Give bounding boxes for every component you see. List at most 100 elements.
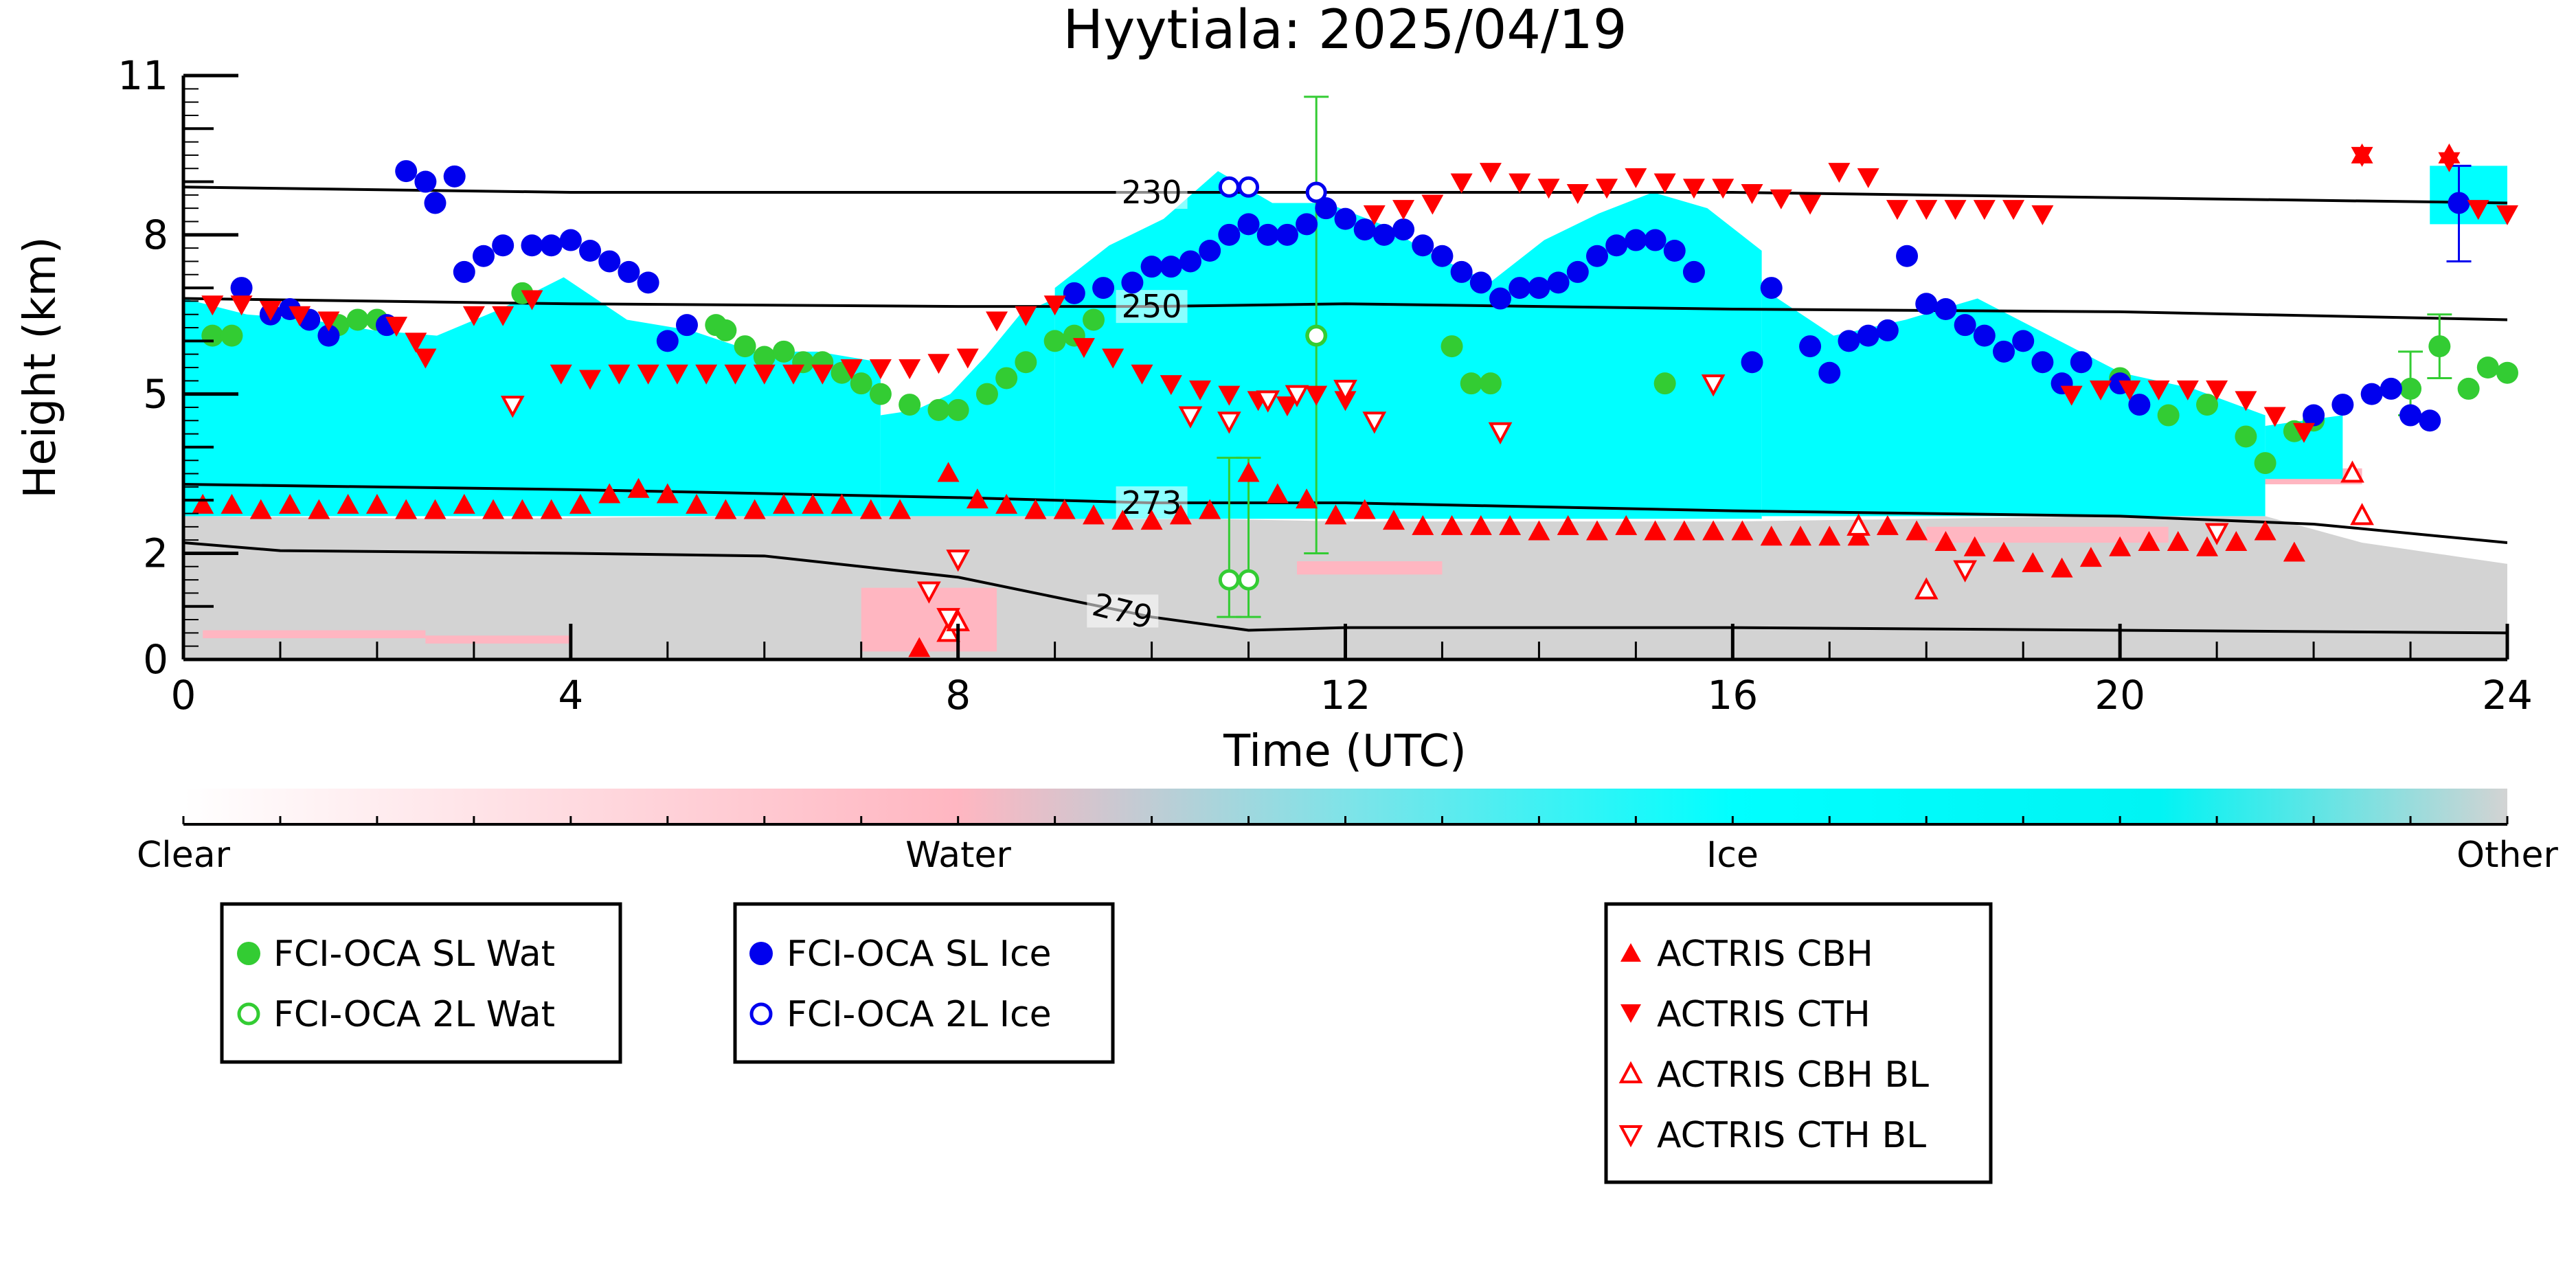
legend-ice: FCI-OCA SL Ice FCI-OCA 2L Ice	[733, 902, 1115, 1064]
data-point-fci-oca-sl-ice	[2070, 351, 2092, 374]
data-point-fci-oca-sl-ice	[1063, 282, 1085, 304]
data-point-actris-cbh	[1731, 520, 1754, 541]
data-point-actris-cth-bl	[1953, 560, 1977, 583]
data-point-actris-cth	[695, 364, 718, 385]
y-tick-label: 5	[143, 371, 168, 418]
data-point-fci-oca-sl-ice	[2380, 377, 2402, 400]
data-point-actris-cbh	[937, 462, 960, 482]
data-point-actris-cth	[2176, 380, 2199, 400]
data-point-actris-cbh	[2254, 520, 2276, 541]
data-point-actris-cbh	[1353, 499, 1376, 519]
data-point-fci-oca-sl-wat	[899, 394, 921, 416]
data-point-actris-cbh-bl	[1846, 513, 1871, 536]
data-point-fci-oca-sl-ice	[1585, 245, 1608, 267]
data-point-actris-cbh	[1499, 515, 1522, 535]
data-point-actris-cbh	[1906, 520, 1928, 541]
data-point-actris-cth-bl	[1285, 385, 1309, 407]
data-point-actris-cbh	[365, 493, 388, 514]
data-point-fci-oca-sl-ice	[2128, 394, 2151, 416]
x-tick-label: 24	[2482, 672, 2533, 719]
data-point-actris-cbh	[656, 483, 679, 504]
legend-marker-sl-ice	[749, 942, 773, 965]
data-point-actris-cth	[201, 295, 224, 316]
water-layer	[1297, 561, 1443, 575]
data-point-actris-cth	[1828, 163, 1851, 183]
data-point-actris-cth	[579, 370, 602, 390]
series-actris-cbh	[192, 143, 2461, 657]
data-point-fci-oca-sl-ice	[1296, 213, 1318, 236]
y-tick-label: 0	[143, 636, 168, 683]
data-point-fci-oca-sl-ice	[1412, 234, 1434, 257]
data-point-fci-oca-sl-ice	[1256, 223, 1279, 246]
data-point-actris-cth-bl	[1488, 422, 1513, 444]
data-point-fci-oca-sl-ice	[1818, 361, 1841, 384]
data-point-actris-cbh	[279, 493, 302, 514]
legend-marker-cth	[1620, 1004, 1641, 1023]
data-point-fci-oca-sl-ice	[1315, 197, 1337, 220]
data-point-actris-cth	[1043, 295, 1066, 316]
isotherm-line	[183, 185, 2507, 205]
data-point-actris-cth-bl	[1701, 374, 1726, 397]
series-actris-cth	[201, 146, 2518, 443]
data-point-actris-cth	[753, 364, 776, 385]
data-point-fci-oca-sl-ice	[1092, 277, 1115, 300]
data-point-actris-cbh	[1266, 483, 1289, 504]
data-point-fci-oca-sl-ice	[1915, 293, 1938, 315]
data-point-fci-oca-sl-ice	[1896, 245, 1919, 267]
data-point-actris-cth-bl	[1217, 411, 1241, 434]
data-point-actris-cth	[1596, 179, 1618, 199]
data-point-actris-cth	[2496, 205, 2518, 225]
data-point-fci-oca-sl-wat	[1440, 335, 1463, 358]
data-point-actris-cth	[259, 301, 282, 321]
data-point-fci-oca-sl-ice	[2419, 409, 2441, 432]
data-point-fci-oca-sl-ice	[1625, 229, 1647, 251]
data-point-fci-oca-sl-ice	[1799, 335, 1822, 358]
data-point-fci-oca-sl-ice	[1663, 240, 1686, 262]
data-point-actris-cth	[1682, 179, 1705, 199]
legend-marker-sl-wat	[237, 942, 260, 965]
data-point-actris-cbh	[192, 493, 214, 514]
data-point-fci-oca-sl-ice	[559, 229, 582, 251]
data-point-fci-oca-sl-ice	[1179, 250, 1201, 273]
data-point-actris-cth	[385, 317, 408, 337]
data-point-actris-cbh	[2196, 536, 2219, 556]
data-point-fci-oca-sl-wat	[772, 340, 795, 363]
data-point-actris-cbh	[2050, 557, 2073, 578]
data-point-actris-cbh	[1440, 515, 1463, 535]
data-point-actris-cth	[230, 295, 253, 316]
data-point-fci-oca-2l-wat	[1305, 325, 1327, 347]
legend-entry: ACTRIS CTH	[1657, 994, 1871, 1035]
data-point-fci-oca-sl-wat	[2254, 452, 2276, 475]
chart-title: Hyytiala: 2025/04/19	[1063, 0, 1627, 61]
y-tick-label: 11	[117, 52, 168, 99]
legend-marker-2l-wat	[237, 1002, 260, 1026]
y-tick-label: 8	[143, 212, 168, 258]
x-tick-label: 20	[2094, 672, 2145, 719]
data-point-fci-oca-sl-ice	[2399, 404, 2422, 427]
data-point-actris-cth	[1421, 194, 1444, 215]
data-point-actris-cbh	[395, 499, 418, 519]
data-point-actris-cbh	[889, 499, 912, 519]
legend-entry: FCI-OCA 2L Wat	[273, 994, 555, 1035]
data-point-actris-cth	[1915, 200, 1938, 221]
data-point-fci-oca-2l-wat	[1218, 569, 1240, 591]
data-point-fci-oca-sl-ice	[1760, 277, 1783, 300]
data-point-actris-cth	[1886, 200, 1908, 221]
data-point-fci-oca-sl-wat	[2399, 377, 2422, 400]
data-point-actris-cbh	[337, 493, 359, 514]
data-point-actris-cth	[1944, 200, 1967, 221]
data-point-fci-oca-sl-wat	[2196, 394, 2219, 416]
legend-entry: ACTRIS CBH BL	[1657, 1054, 1929, 1096]
data-point-actris-cbh	[686, 493, 708, 514]
colorbar-label-water: Water	[905, 835, 1011, 876]
data-point-actris-cth	[1625, 168, 1647, 188]
data-point-fci-oca-sl-wat	[753, 346, 776, 368]
data-point-fci-oca-sl-ice	[540, 234, 563, 257]
data-point-fci-oca-sl-ice	[1489, 287, 1512, 310]
data-point-fci-oca-sl-ice	[1547, 271, 1570, 294]
data-point-fci-oca-sl-ice	[1509, 277, 1531, 300]
data-point-actris-cbh	[1169, 504, 1192, 525]
data-point-actris-cbh	[2079, 547, 2102, 567]
data-point-fci-oca-sl-wat	[975, 383, 998, 405]
series-actris-cth-bl	[500, 374, 2229, 631]
